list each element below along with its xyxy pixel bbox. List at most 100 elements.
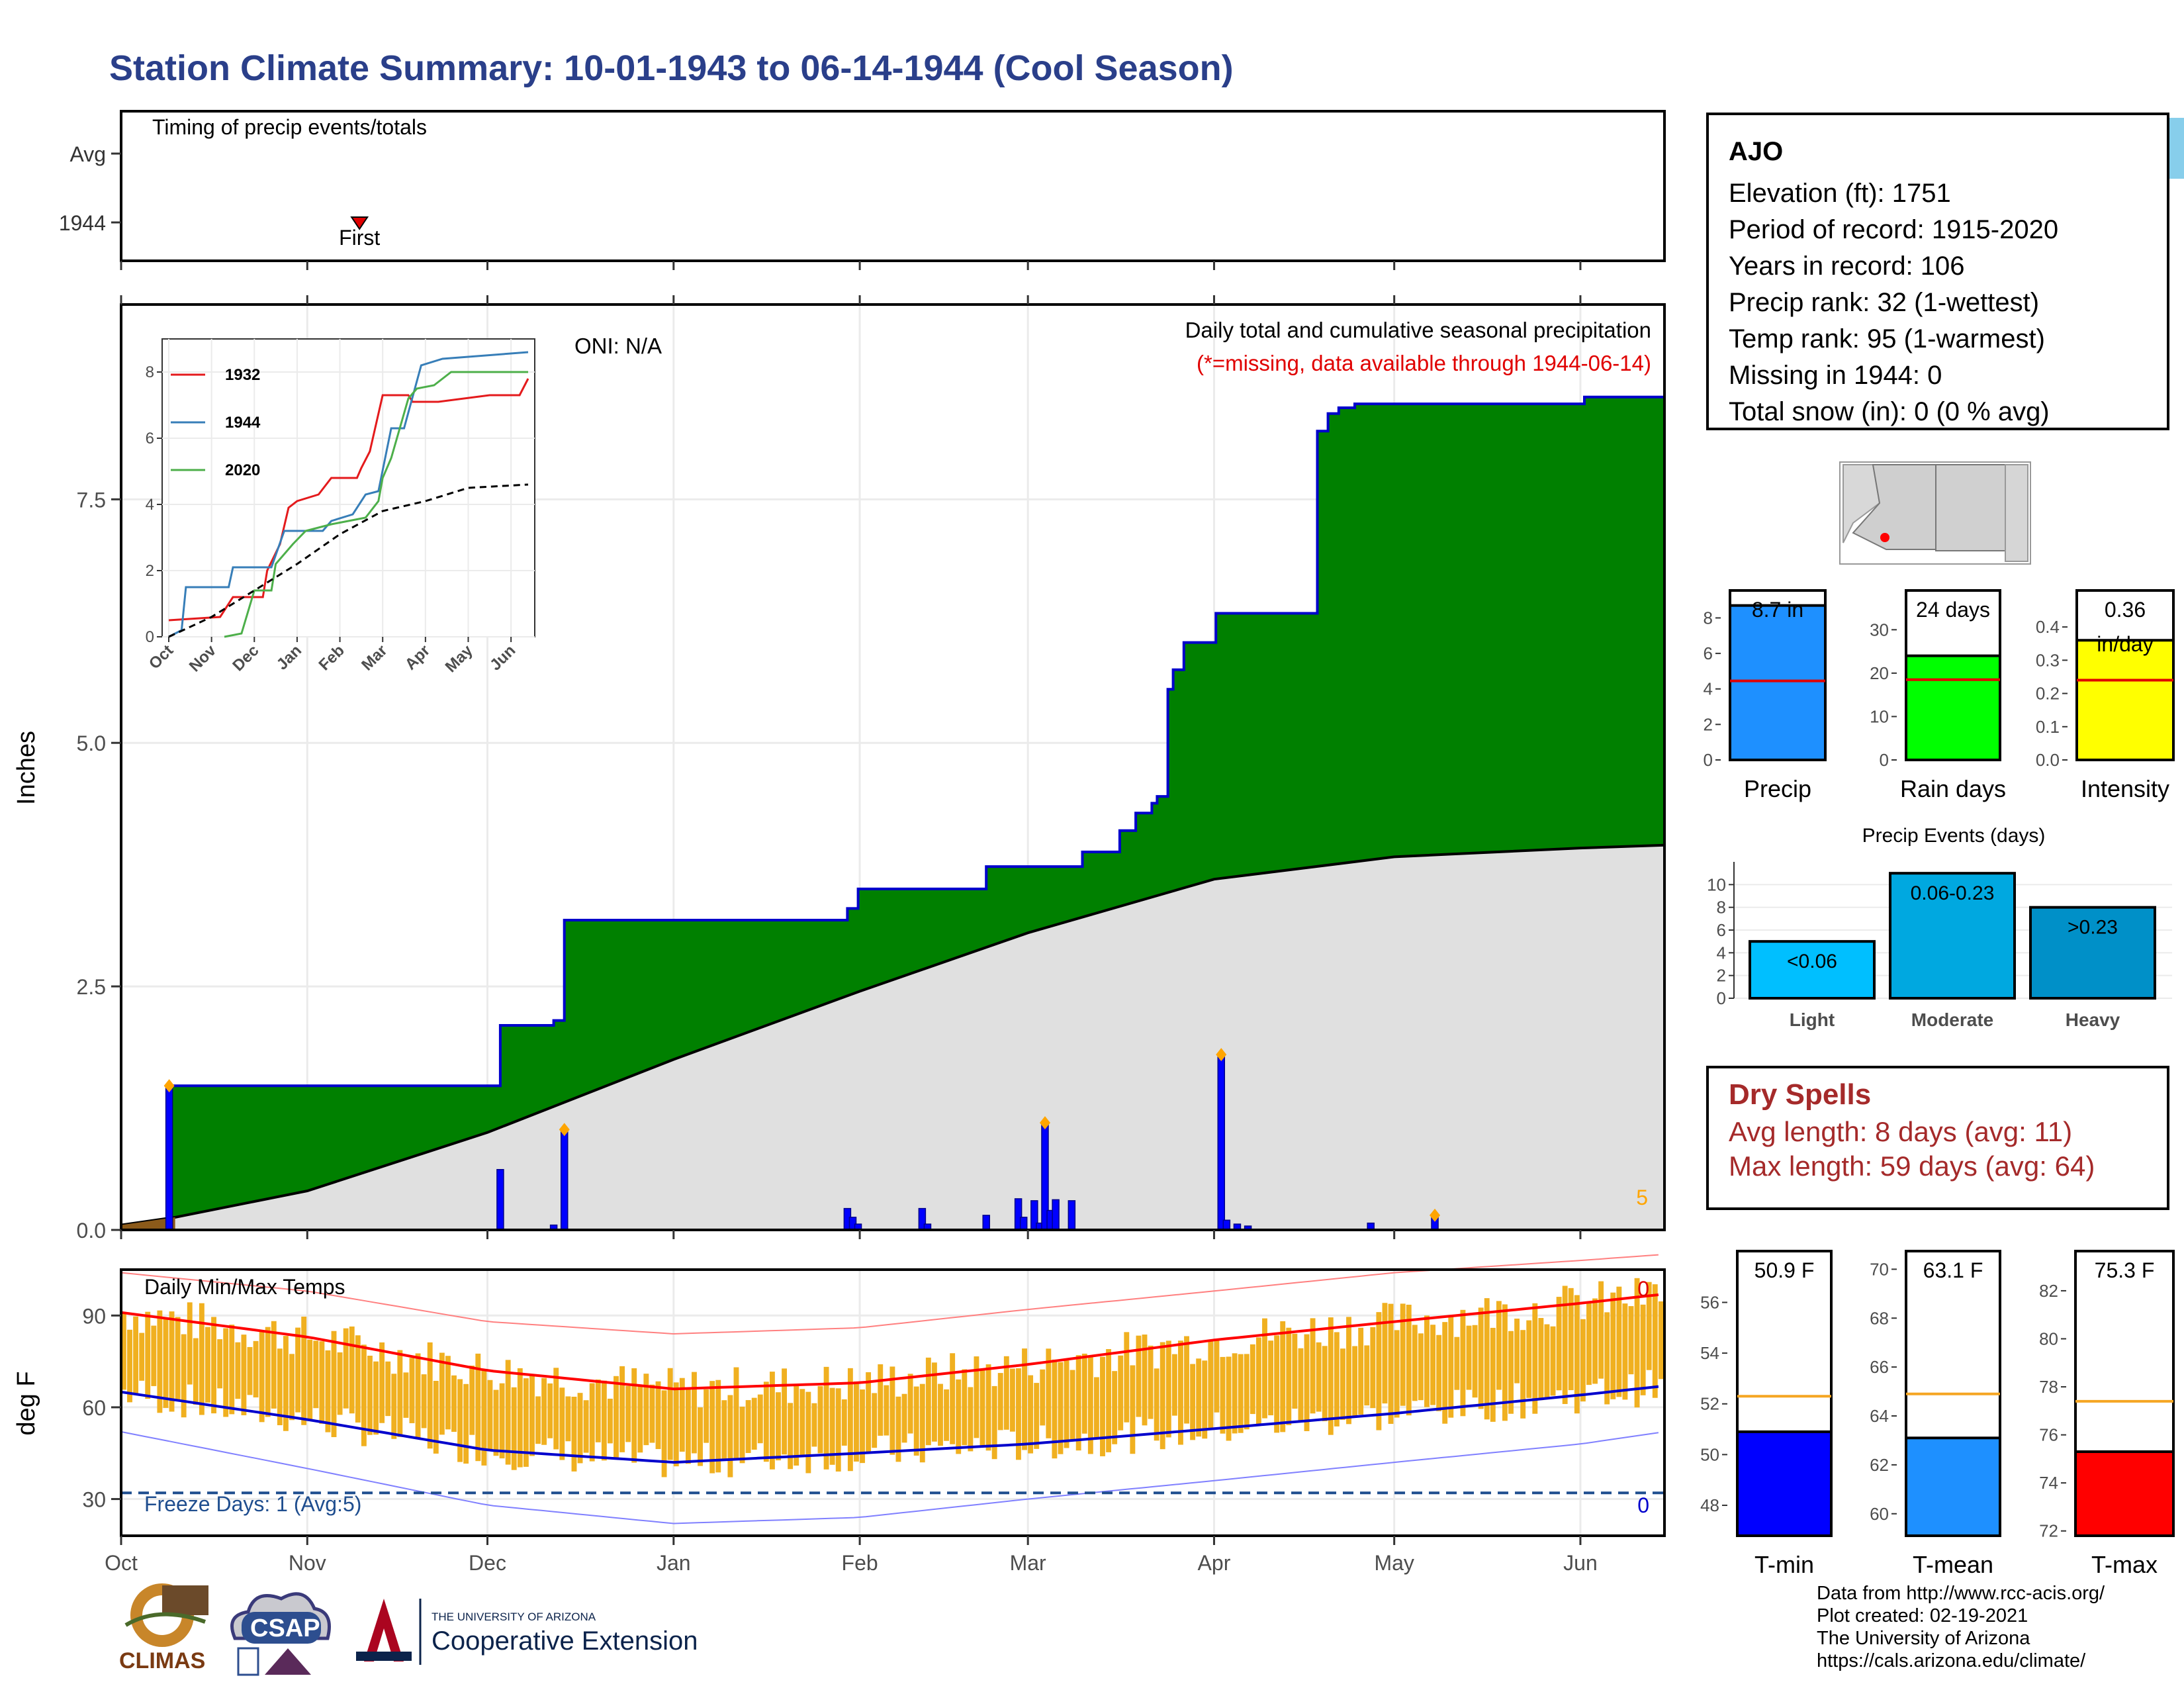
tmean-y-tick-label: 62 bbox=[1870, 1455, 1889, 1475]
daily-temp-bar bbox=[361, 1344, 367, 1446]
daily-temp-bar bbox=[1538, 1318, 1544, 1401]
raindays-x-label: Rain days bbox=[1900, 775, 2006, 802]
daily-temp-bar bbox=[553, 1368, 559, 1450]
temps-x-tick-label: Dec bbox=[469, 1551, 506, 1575]
daily-temp-bar bbox=[1262, 1318, 1267, 1419]
daily-temp-bar bbox=[1304, 1334, 1310, 1431]
daily-temp-bar bbox=[997, 1373, 1003, 1430]
daily-temp-bar bbox=[1034, 1383, 1040, 1449]
inset-frame bbox=[161, 338, 535, 637]
daily-temp-bar bbox=[655, 1381, 661, 1450]
daily-temp-bar bbox=[217, 1339, 223, 1389]
freeze-days-label: Freeze Days: 1 (Avg:5) bbox=[144, 1492, 361, 1516]
temps-bottom-count: 0 bbox=[1637, 1493, 1649, 1517]
daily-temp-bar bbox=[595, 1379, 601, 1442]
daily-temp-bar bbox=[637, 1385, 643, 1453]
daily-temp-bar bbox=[121, 1313, 126, 1390]
daily-temp-bar bbox=[295, 1327, 301, 1413]
daily-precip-marker bbox=[559, 1123, 570, 1137]
daily-temp-bar bbox=[1112, 1371, 1118, 1444]
station-info-panel: AJO Elevation (ft): 1751 Period of recor… bbox=[1706, 113, 2169, 430]
daily-temp-bar bbox=[1268, 1340, 1273, 1416]
tmean-bar bbox=[1905, 1436, 2001, 1537]
daily-temp-bar bbox=[1100, 1356, 1105, 1456]
daily-temp-bar bbox=[211, 1317, 216, 1414]
daily-temp-bar bbox=[229, 1325, 235, 1415]
daily-temp-bar bbox=[475, 1353, 481, 1462]
daily-temp-bar bbox=[799, 1389, 805, 1456]
daily-temp-bar bbox=[505, 1360, 511, 1465]
events-y-tick-label: 8 bbox=[1717, 898, 1726, 917]
daily-temp-bar bbox=[1280, 1321, 1286, 1432]
main-y-tick-label: 2.5 bbox=[77, 975, 106, 999]
daily-temp-bar bbox=[1352, 1346, 1358, 1417]
daily-temp-bar bbox=[1466, 1325, 1472, 1390]
events-bar-label: 0.06-0.23 bbox=[1911, 882, 1995, 904]
intensity-y-tick-label: 0.0 bbox=[2036, 750, 2060, 770]
daily-temp-bar bbox=[373, 1361, 379, 1435]
timing-first-label: First bbox=[339, 226, 380, 250]
daily-temp-bar bbox=[259, 1332, 265, 1423]
timing-row-label: 1944 bbox=[59, 211, 106, 235]
daily-temp-bar bbox=[872, 1393, 878, 1448]
daily-temp-bar bbox=[913, 1386, 919, 1456]
timing-frame bbox=[120, 110, 1666, 262]
daily-precip-bar bbox=[1222, 1219, 1231, 1231]
daily-temp-bar bbox=[956, 1379, 962, 1454]
daily-temp-bar bbox=[692, 1372, 697, 1454]
daily-temp-bar bbox=[614, 1376, 619, 1459]
daily-temp-bar bbox=[968, 1387, 974, 1452]
daily-temp-bar bbox=[403, 1372, 409, 1418]
daily-temp-bar bbox=[1640, 1304, 1646, 1395]
events-bar bbox=[1749, 940, 1876, 1000]
daily-temp-bar bbox=[1394, 1330, 1400, 1418]
daily-temp-bar bbox=[985, 1364, 991, 1451]
tmin-y-tick-label: 54 bbox=[1700, 1343, 1719, 1363]
daily-temp-bar bbox=[481, 1370, 487, 1466]
daily-temp-bar bbox=[1016, 1368, 1021, 1460]
tmean-y-tick-label: 70 bbox=[1870, 1259, 1889, 1279]
daily-temp-bar bbox=[847, 1368, 853, 1472]
daily-temp-bar bbox=[1490, 1327, 1496, 1422]
daily-temp-bar bbox=[1520, 1330, 1526, 1419]
daily-temp-bar bbox=[1472, 1325, 1478, 1398]
daily-precip-marker bbox=[1039, 1116, 1050, 1130]
daily-temp-bar bbox=[704, 1389, 709, 1443]
daily-temp-bar bbox=[277, 1348, 283, 1426]
main-y-tick-label: 0.0 bbox=[77, 1219, 106, 1243]
daily-temp-bar bbox=[631, 1368, 637, 1463]
daily-temp-bar bbox=[1232, 1353, 1238, 1434]
daily-temp-bar bbox=[901, 1393, 907, 1443]
temps-y-axis-label: deg F bbox=[13, 1371, 40, 1435]
daily-temp-bar bbox=[841, 1399, 847, 1446]
tmin-x-label: T-min bbox=[1754, 1551, 1814, 1578]
station-missing: Missing in 1944: 0 bbox=[1729, 361, 1942, 390]
early-wedge bbox=[121, 1217, 175, 1230]
raindays-y-tick-label: 30 bbox=[1870, 620, 1889, 639]
daily-temp-bar bbox=[451, 1375, 457, 1432]
daily-temp-bar bbox=[307, 1339, 313, 1420]
tmin-value-label: 50.9 F bbox=[1754, 1258, 1815, 1282]
daily-temp-bar bbox=[283, 1336, 289, 1431]
record-min-line bbox=[120, 1430, 1659, 1524]
daily-temp-bar bbox=[1250, 1344, 1255, 1415]
tmin-y-tick-label: 52 bbox=[1700, 1394, 1719, 1414]
precip-y-tick-label: 6 bbox=[1704, 643, 1713, 663]
daily-temp-bar bbox=[685, 1388, 691, 1464]
daily-temp-bar bbox=[1022, 1348, 1027, 1450]
intensity-unit-label: in/day bbox=[2097, 632, 2153, 656]
temps-x-tick-label: Nov bbox=[289, 1551, 326, 1575]
daily-temp-bar bbox=[1454, 1336, 1460, 1390]
daily-temp-bar bbox=[1171, 1354, 1177, 1416]
tmax-y-tick-label: 82 bbox=[2039, 1281, 2058, 1301]
daily-temp-bar bbox=[709, 1381, 715, 1474]
daily-temp-bar bbox=[805, 1391, 811, 1474]
daily-temp-bar bbox=[1364, 1345, 1370, 1406]
daily-temp-bar bbox=[1652, 1284, 1658, 1398]
daily-temp-bar bbox=[193, 1338, 199, 1405]
main-frame bbox=[120, 303, 1666, 1231]
daily-temp-bar bbox=[1328, 1317, 1334, 1435]
daily-temp-bar bbox=[854, 1381, 859, 1462]
tmax-value-label: 75.3 F bbox=[2095, 1258, 2155, 1282]
station-location-marker bbox=[1880, 533, 1889, 542]
